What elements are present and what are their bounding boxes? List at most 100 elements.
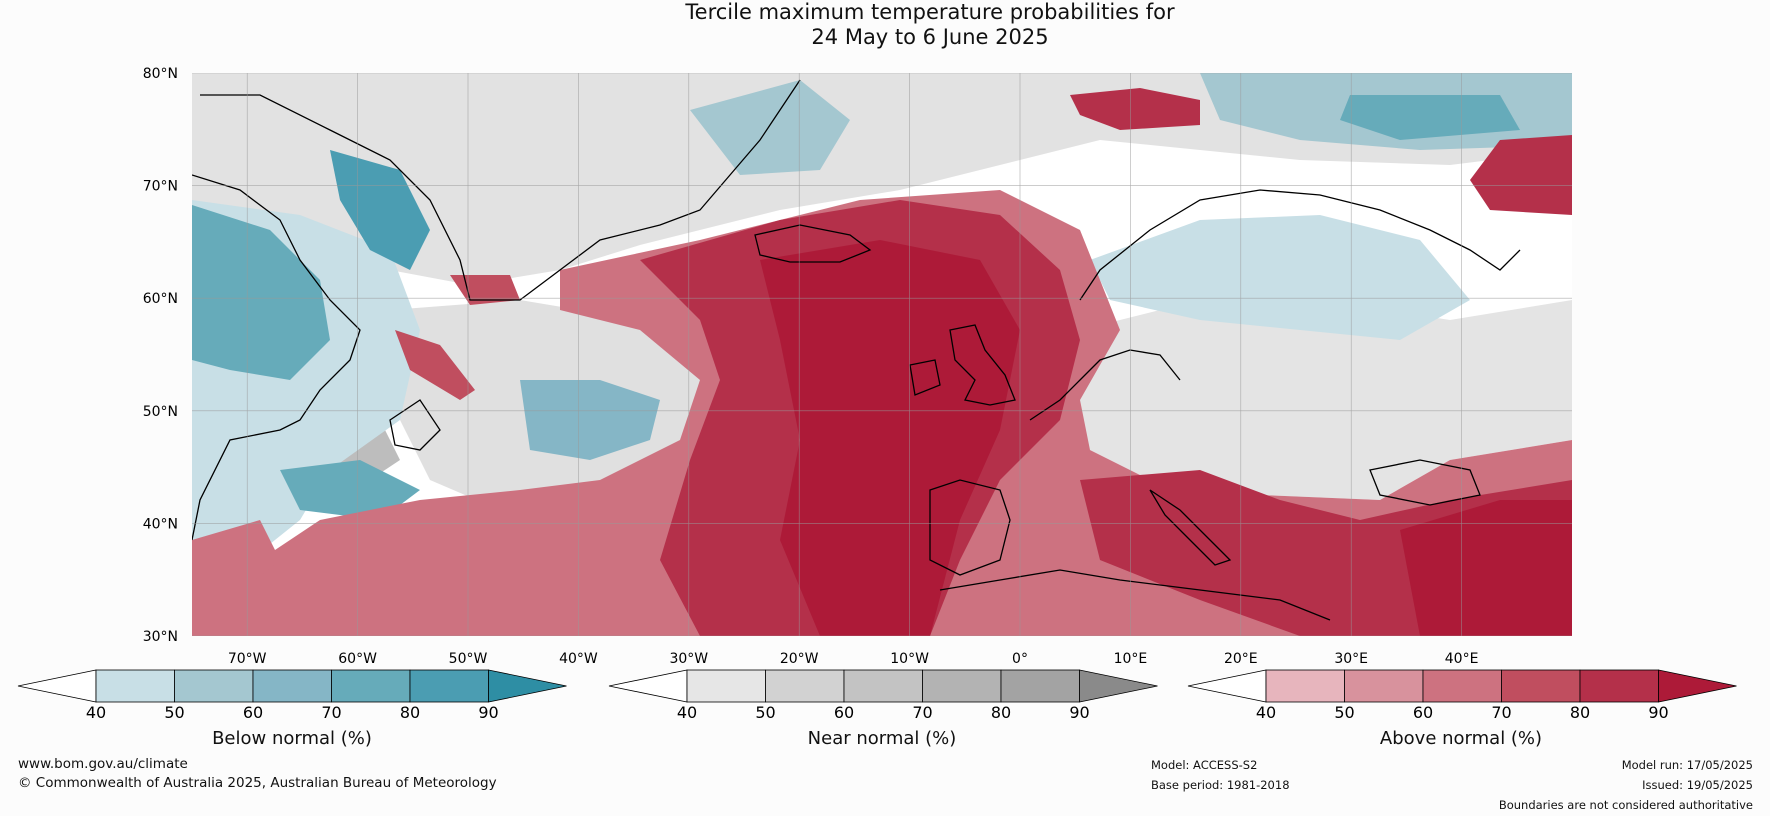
- colorbar-tick-label: 70: [912, 703, 932, 722]
- colorbar-segment: [686, 669, 766, 703]
- colorbar-tick-label: 50: [1334, 703, 1354, 722]
- colorbar-1: 40 50 60 70 80 90: [608, 669, 1158, 722]
- below-normal-newfoundland: [280, 460, 420, 520]
- colorbar-label-above: Above normal (%): [1379, 728, 1543, 749]
- colorbar-segment: [922, 669, 1002, 703]
- near-normal-field-north: [192, 73, 1572, 285]
- colorbar-tick-label: 90: [1648, 703, 1668, 722]
- colorbar-tick-label: 40: [677, 703, 697, 722]
- website-link[interactable]: www.bom.gov.au/climate: [18, 756, 188, 772]
- coast-iceland: [754, 224, 872, 263]
- colorbar-segment: [1501, 669, 1581, 703]
- colorbar-extension-low: [1187, 669, 1267, 703]
- above-normal-gulf: [192, 520, 280, 610]
- longitude-label: 40°W: [559, 651, 598, 667]
- below-normal-fram-strait: [690, 80, 850, 175]
- above-normal-svalbard: [1070, 88, 1200, 130]
- colorbar-extension-low: [17, 669, 97, 703]
- longitude-label: 40°E: [1445, 651, 1479, 667]
- longitude-label: 10°W: [890, 651, 929, 667]
- latitude-label: 40°N: [143, 516, 178, 532]
- title-line-2: 24 May to 6 June 2025: [811, 25, 1049, 49]
- colorbar-tick-label: 60: [834, 703, 854, 722]
- colorbar-segment: [1000, 669, 1080, 703]
- colorbar-segment: [331, 669, 411, 703]
- colorbar-segment: [252, 669, 332, 703]
- above-normal-atlantic-max: [760, 240, 1020, 636]
- latitude-labels: 80°N 70°N 60°N 50°N 40°N 30°N: [143, 66, 178, 645]
- map-title: Tercile maximum temperature probabilitie…: [0, 0, 1770, 50]
- longitude-label: 20°W: [780, 651, 819, 667]
- coast-greenland: [200, 79, 801, 301]
- coast-ireland: [909, 359, 941, 396]
- latitude-label: 50°N: [143, 404, 178, 420]
- longitude-label: 30°E: [1334, 651, 1368, 667]
- colorbar-tick-label: 70: [321, 703, 341, 722]
- longitude-label: 50°W: [449, 651, 488, 667]
- above-normal-labrador: [395, 330, 475, 400]
- colorbar-2: 40 50 60 70 80 90: [1187, 669, 1737, 722]
- longitude-label: 70°W: [228, 651, 267, 667]
- longitude-label: 10°E: [1114, 651, 1148, 667]
- coast-italy: [1149, 489, 1232, 566]
- near-normal-field-europe: [1060, 300, 1572, 500]
- longitude-label: 30°W: [669, 651, 708, 667]
- colorbar-segment: [1579, 669, 1659, 703]
- latitude-label: 70°N: [143, 179, 178, 195]
- longitude-label: 0°: [1012, 651, 1028, 667]
- colorbar-tick-label: 50: [755, 703, 775, 722]
- colorbar-segment: [843, 669, 923, 703]
- coast-scandinavia: [1079, 189, 1521, 301]
- latitude-label: 30°N: [143, 629, 178, 645]
- coast-iberia: [929, 479, 1011, 576]
- colorbar-tick-label: 50: [164, 703, 184, 722]
- disclaimer-text: Boundaries are not considered authoritat…: [1498, 798, 1753, 812]
- coast-north-africa: [939, 569, 1331, 621]
- map-panel: [192, 73, 1572, 636]
- colorbar-tick-label: 80: [1570, 703, 1590, 722]
- title-line-1: Tercile maximum temperature probabilitie…: [685, 0, 1175, 24]
- colorbar-extension-low: [608, 669, 688, 703]
- colorbar-tick-label: 40: [86, 703, 106, 722]
- colorbar-segment: [1422, 669, 1502, 703]
- colorbar-label-below: Below normal (%): [212, 728, 372, 749]
- colorbar-tick-label: 90: [1069, 703, 1089, 722]
- coast-canada: [192, 174, 361, 541]
- above-normal-greenland-tip: [450, 275, 520, 305]
- base-period-text: Base period: 1981-2018: [1151, 778, 1290, 792]
- colorbar-extension-high: [488, 669, 567, 703]
- colorbar-tick-label: 80: [400, 703, 420, 722]
- coastlines: [192, 79, 1521, 621]
- colorbars: 40 50 60 70 80 90 40 50 60 70 80 90 40 50 60 70 80 90: [17, 669, 1737, 722]
- colorbar-extension-high: [1079, 669, 1158, 703]
- colorbar-tick-label: 60: [243, 703, 263, 722]
- colorbar-0: 40 50 60 70 80 90: [17, 669, 567, 722]
- above-normal-barents: [1470, 135, 1572, 215]
- graticule: [192, 73, 1572, 636]
- below-normal-arctic-core: [1340, 95, 1520, 140]
- colorbar-tick-label: 90: [478, 703, 498, 722]
- coast-newfoundland: [389, 399, 441, 451]
- colorbar-tick-label: 80: [991, 703, 1011, 722]
- colorbar-segment: [174, 669, 254, 703]
- colorbar-segment: [1265, 669, 1345, 703]
- copyright-text: © Commonwealth of Australia 2025, Austra…: [18, 775, 497, 791]
- latitude-label: 80°N: [143, 66, 178, 82]
- below-normal-mid-atlantic: [520, 380, 660, 460]
- colorbar-tick-label: 70: [1491, 703, 1511, 722]
- coast-europe-west: [1029, 349, 1181, 421]
- longitude-labels: 70°W 60°W 50°W 40°W 30°W 20°W 10°W 0° 10°E 20°E 30…: [228, 651, 1479, 667]
- longitude-label: 20°E: [1224, 651, 1258, 667]
- colorbar-tick-label: 40: [1256, 703, 1276, 722]
- colorbar-label-near: Near normal (%): [807, 728, 957, 749]
- below-normal-scandinavia: [1090, 215, 1470, 340]
- coast-britain: [949, 324, 1016, 406]
- longitude-label: 60°W: [338, 651, 377, 667]
- colorbar-extension-high: [1658, 669, 1737, 703]
- colorbar-segment: [409, 669, 489, 703]
- model-run-text: Model run: 17/05/2025: [1621, 758, 1753, 772]
- colorbar-segment: [765, 669, 845, 703]
- colorbar-segment: [95, 669, 175, 703]
- coast-black-sea: [1369, 459, 1481, 506]
